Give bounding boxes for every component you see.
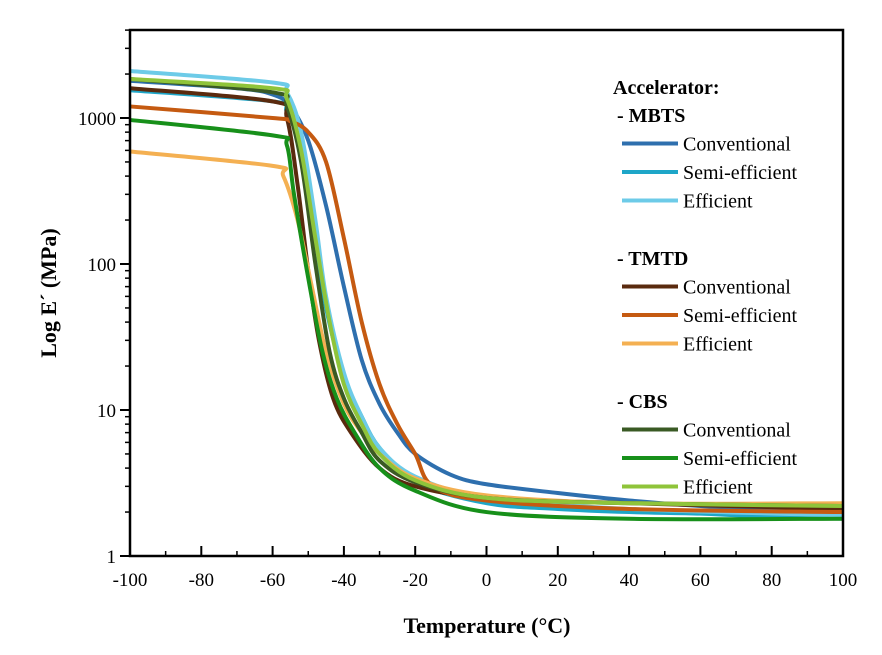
legend-title: Accelerator: xyxy=(613,77,720,99)
y-tick-label: 1 xyxy=(107,547,117,568)
x-tick-label: 100 xyxy=(829,570,858,591)
legend-label: Efficient xyxy=(683,477,753,499)
axes-layer: -100 -80 -60 -40 -20 0 20 40 60 80 100 1 10 100 1000 xyxy=(78,28,858,591)
legend-group-tmtd: - TMTD xyxy=(617,248,688,270)
legend-label: Conventional xyxy=(683,134,791,156)
legend-label: Efficient xyxy=(683,191,753,213)
x-tick-label: 60 xyxy=(691,570,710,591)
legend-group-cbs: - CBS xyxy=(617,391,668,413)
series-layer xyxy=(129,68,844,522)
series-line-cbs-efficient xyxy=(129,76,844,509)
x-tick-label: -80 xyxy=(189,570,214,591)
x-tick-label: -60 xyxy=(260,570,285,591)
x-tick-label: 20 xyxy=(548,570,567,591)
legend-label: Efficient xyxy=(683,334,753,356)
x-tick-label: 80 xyxy=(762,570,781,591)
legend-label: Conventional xyxy=(683,277,791,299)
legend-label: Semi-efficient xyxy=(683,162,797,184)
x-tick-label: 0 xyxy=(482,570,492,591)
x-tick-label: -100 xyxy=(113,570,148,591)
legend-label: Semi-efficient xyxy=(683,305,797,327)
y-tick-label: 100 xyxy=(88,255,117,276)
legend-group-mbts: - MBTS xyxy=(617,105,685,127)
legend-label: Semi-efficient xyxy=(683,448,797,470)
legend: Accelerator: - MBTS Conventional Semi-effi… xyxy=(613,77,797,499)
y-axis-title: Log E´ (MPa) xyxy=(36,228,61,358)
x-tick-label: 40 xyxy=(620,570,639,591)
series-line-cbs-semi-efficient xyxy=(129,117,844,522)
y-tick-label: 10 xyxy=(97,401,116,422)
legend-label: Conventional xyxy=(683,420,791,442)
x-tick-label: -40 xyxy=(331,570,356,591)
y-tick-label: 1000 xyxy=(78,109,116,130)
x-tick-label: -20 xyxy=(403,570,428,591)
x-axis-title: Temperature (°C) xyxy=(403,613,570,638)
